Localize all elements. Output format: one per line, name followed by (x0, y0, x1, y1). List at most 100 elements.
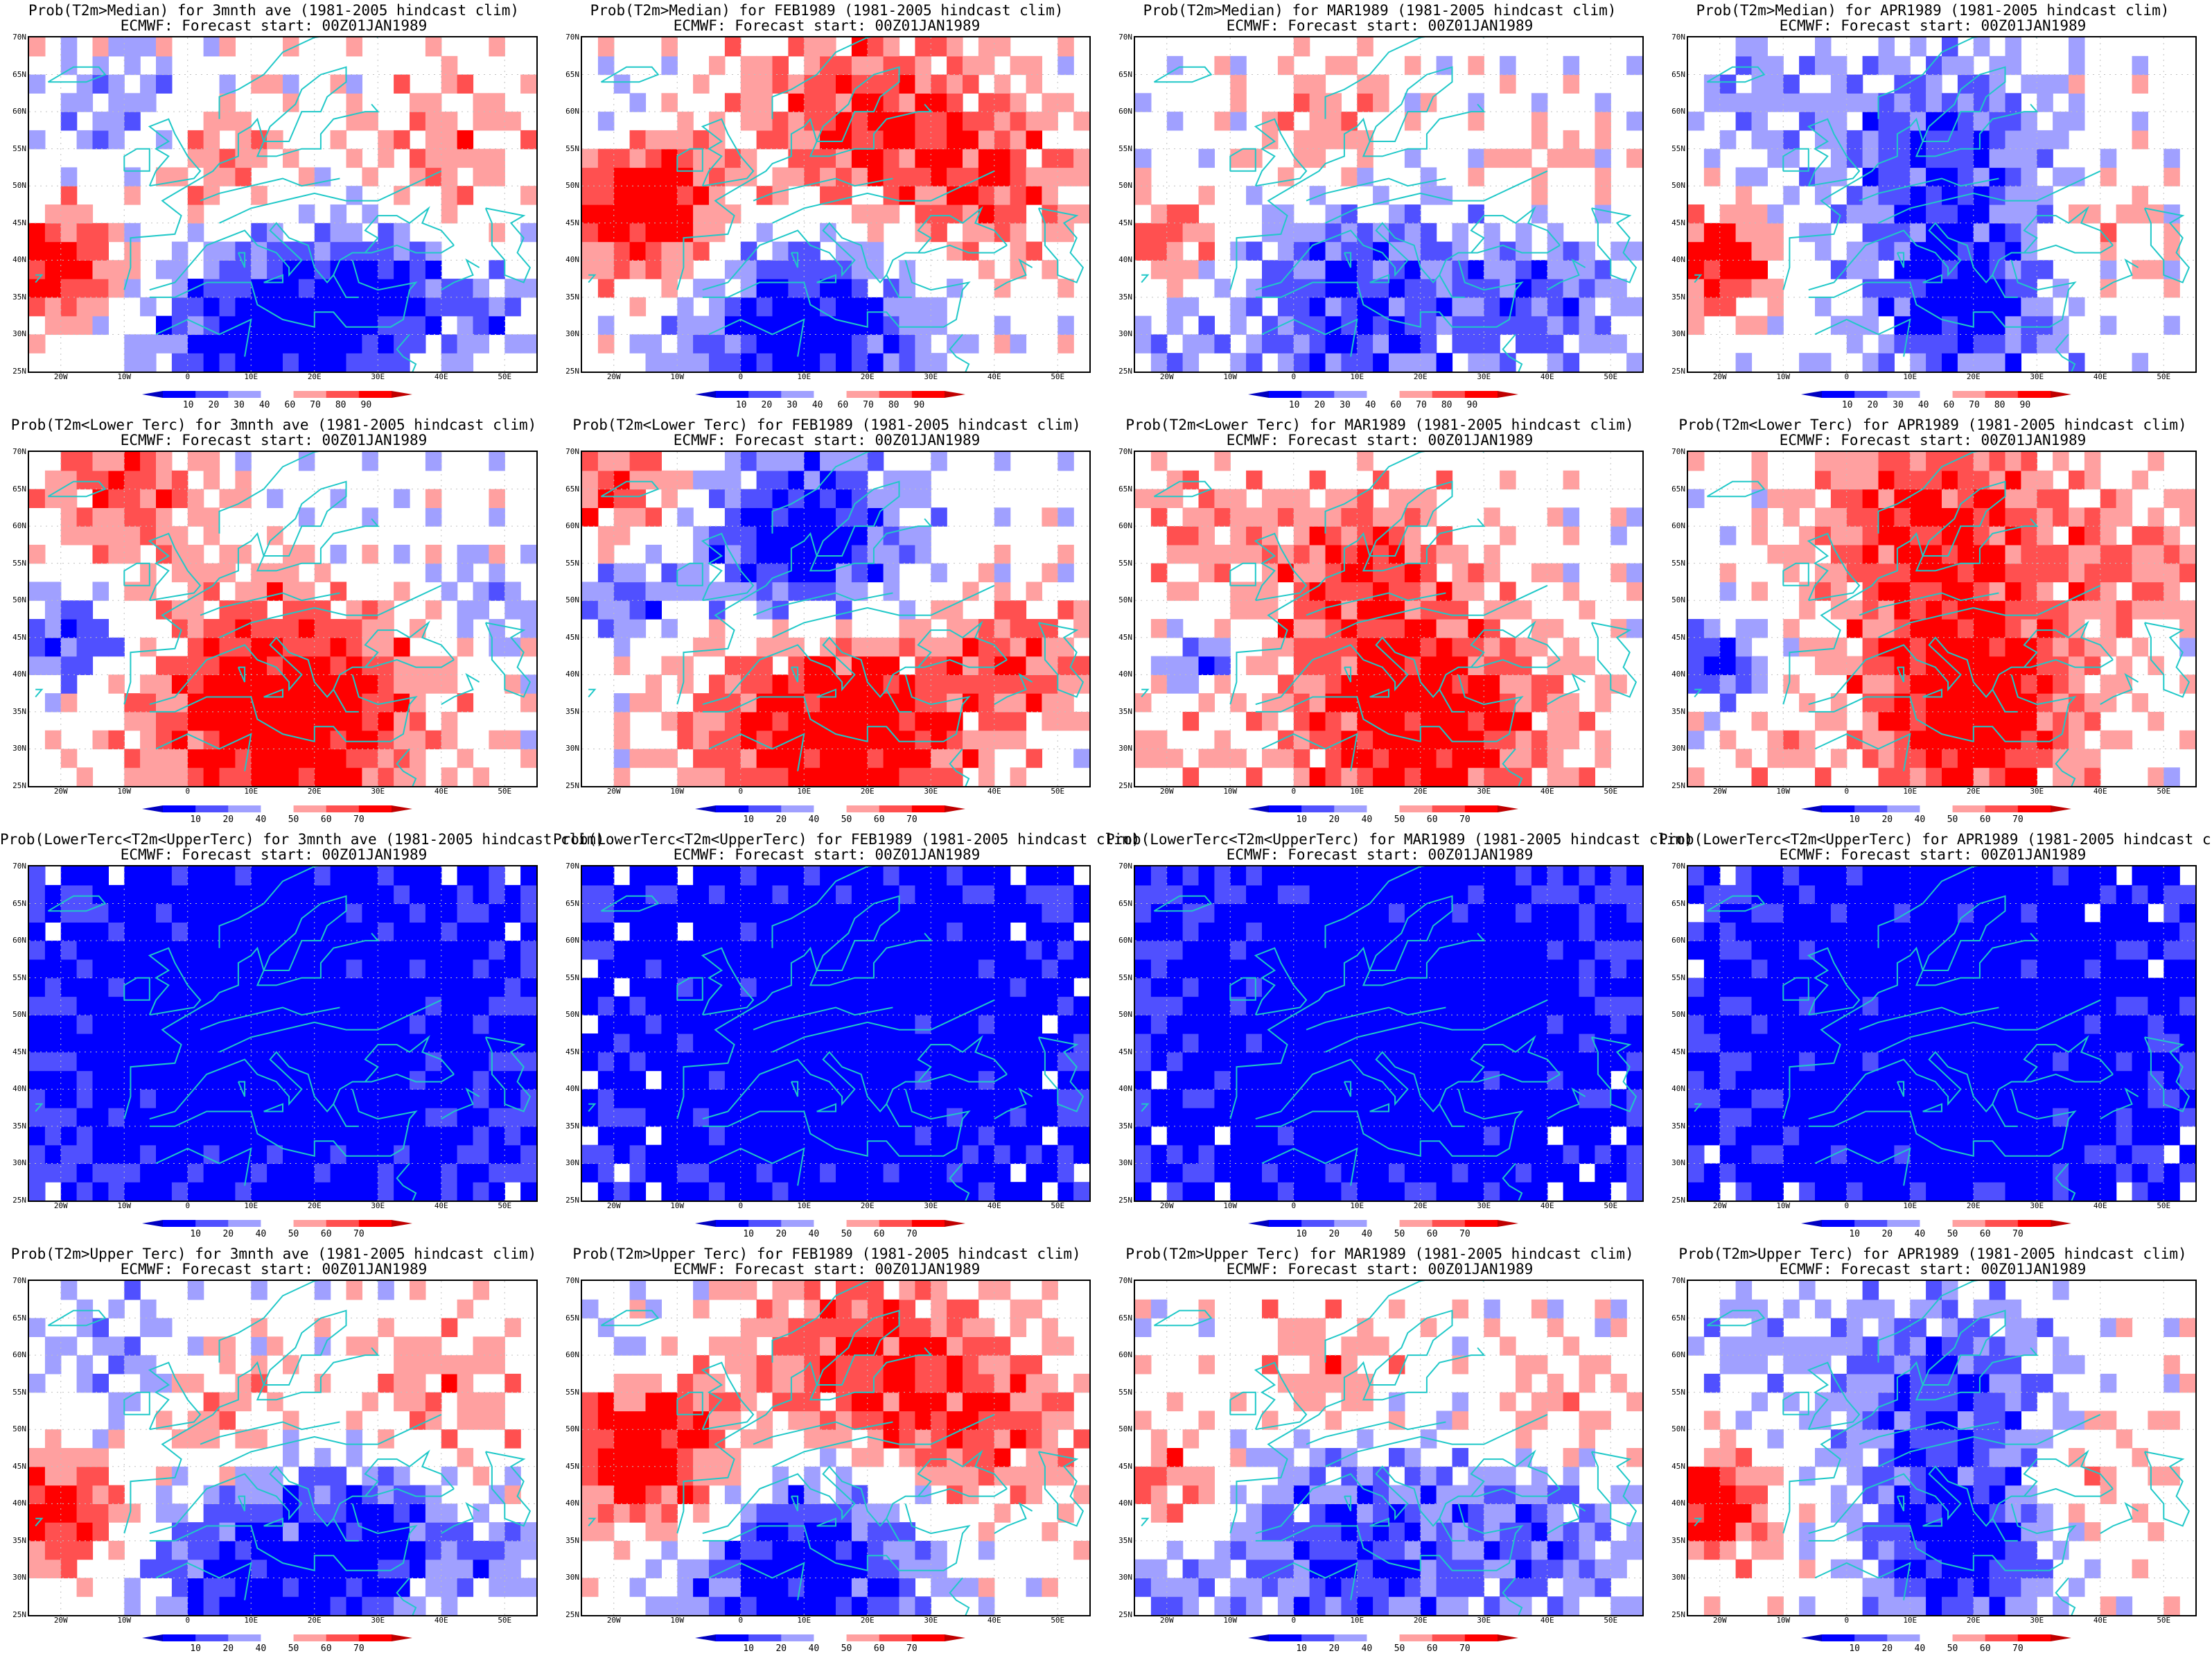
probability-field (1135, 866, 1642, 1201)
probability-field (29, 1281, 536, 1615)
x-tick-label: 20W (606, 1201, 621, 1210)
x-tick-label: 40E (987, 1616, 1001, 1625)
y-tick-label: 55N (1118, 1387, 1132, 1397)
x-tick-label: 50E (1051, 1201, 1065, 1210)
coastlines (35, 452, 532, 786)
panel-subtitle: ECMWF: Forecast start: 00Z01JAN1989 (1226, 432, 1534, 448)
colorbar-label: 70 (353, 1229, 365, 1239)
y-tick-label: 35N (1118, 1121, 1132, 1131)
colorbar-label: 60 (320, 1643, 332, 1654)
y-tick-label: 35N (1671, 292, 1685, 302)
panel-subtitle: ECMWF: Forecast start: 00Z01JAN1989 (1779, 1261, 2087, 1277)
probability-field (29, 866, 536, 1201)
map-area (1134, 1280, 1644, 1616)
colorbar-label: 40 (808, 814, 820, 825)
map-area (581, 451, 1091, 787)
y-tick-label: 25N (12, 1196, 26, 1205)
colorbar-label: 70 (1459, 1229, 1471, 1239)
y-tick-label: 50N (1118, 1424, 1132, 1434)
x-tick-label: 30E (924, 1201, 938, 1210)
y-tick-label: 40N (565, 670, 579, 679)
colorbar-label: 10 (743, 1229, 754, 1239)
x-tick-label: 0 (185, 372, 191, 381)
x-tick-label: 0 (738, 1616, 744, 1625)
x-tick-label: 50E (1051, 787, 1065, 796)
panel-subtitle: ECMWF: Forecast start: 00Z01JAN1989 (1226, 1261, 1534, 1277)
x-tick-label: 20E (307, 1616, 322, 1625)
y-tick-label: 55N (12, 1387, 26, 1397)
x-tick-label: 20E (860, 1201, 875, 1210)
probability-field (29, 452, 536, 786)
map-area (28, 1280, 538, 1616)
colorbar-label: 50 (1394, 1643, 1405, 1654)
panel-title: Prob(T2m>Median) for MAR1989 (1981-2005 … (1143, 2, 1617, 19)
y-tick-label: 50N (1671, 1010, 1685, 1020)
colorbar-label: 60 (1426, 1229, 1438, 1239)
graticule (1135, 866, 1642, 1201)
x-tick-label: 50E (498, 787, 512, 796)
colorbar-label: 80 (335, 400, 346, 410)
map-area (28, 451, 538, 787)
x-tick-label: 30E (371, 372, 385, 381)
x-tick-label: 10W (1776, 1616, 1791, 1625)
y-tick-label: 45N (565, 632, 579, 642)
x-tick-label: 40E (987, 787, 1001, 796)
x-tick-label: 10W (1776, 787, 1791, 796)
panel-subtitle: ECMWF: Forecast start: 00Z01JAN1989 (120, 1261, 428, 1277)
y-tick-label: 45N (1671, 1461, 1685, 1471)
colorbar-label: 40 (258, 400, 270, 410)
x-tick-label: 50E (498, 1201, 512, 1210)
colorbar-label: 80 (1441, 400, 1452, 410)
y-tick-label: 30N (1671, 1573, 1685, 1582)
y-tick-label: 40N (565, 1084, 579, 1094)
y-tick-label: 55N (1671, 1387, 1685, 1397)
x-tick-label: 20E (1966, 1616, 1981, 1625)
colorbar-label: 90 (2019, 400, 2031, 410)
y-tick-label: 70N (12, 33, 26, 42)
panel-title: Prob(T2m>Upper Terc) for 3mnth ave (1981… (10, 1246, 537, 1262)
y-tick-label: 60N (12, 1350, 26, 1360)
x-tick-label: 0 (1844, 372, 1850, 381)
colorbar-label: 10 (743, 1643, 754, 1654)
map-panel: Prob(T2m<Lower Terc) for FEB1989 (1981-2… (553, 414, 1100, 829)
x-tick-label: 10E (797, 372, 811, 381)
coastlines (588, 1281, 1085, 1615)
x-tick-label: 20W (1159, 1201, 1174, 1210)
colorbar-label: 40 (255, 1229, 267, 1239)
colorbar-label: 60 (284, 400, 296, 410)
shaded-contours (1135, 866, 1642, 1201)
colorbar: 10 20 40 50 60 70 (695, 1634, 965, 1655)
x-tick-label: 20W (606, 372, 621, 381)
panel-title: Prob(LowerTerc<T2m<UpperTerc) for FEB198… (553, 831, 1141, 848)
shaded-contours (1688, 866, 2195, 1201)
x-tick-label: 0 (1844, 1616, 1850, 1625)
y-tick-label: 40N (565, 255, 579, 265)
colorbar-label: 40 (1914, 814, 1926, 825)
x-tick-label: 0 (738, 1201, 744, 1210)
x-tick-label: 20W (1159, 1616, 1174, 1625)
y-tick-label: 55N (1118, 558, 1132, 568)
y-tick-label: 65N (565, 69, 579, 79)
x-tick-label: 10E (1903, 787, 1917, 796)
y-tick-label: 25N (1118, 1610, 1132, 1619)
x-tick-label: 10E (1350, 1201, 1364, 1210)
y-tick-label: 40N (12, 1084, 26, 1094)
y-tick-label: 70N (12, 862, 26, 871)
colorbar-label: 10 (1849, 814, 1860, 825)
x-tick-label: 40E (987, 372, 1001, 381)
coastlines (1141, 1281, 1638, 1615)
x-tick-label: 20E (1966, 372, 1981, 381)
y-tick-label: 70N (1118, 447, 1132, 456)
colorbar-label: 10 (190, 1643, 201, 1654)
x-tick-label: 50E (2157, 1616, 2171, 1625)
graticule (1135, 37, 1642, 372)
x-tick-label: 20W (606, 1616, 621, 1625)
colorbar-label: 50 (1947, 814, 1958, 825)
colorbar-label: 40 (808, 1229, 820, 1239)
shaded-contours (29, 866, 536, 1201)
y-tick-label: 60N (1118, 107, 1132, 116)
y-tick-label: 50N (565, 1010, 579, 1020)
x-tick-label: 30E (1477, 787, 1491, 796)
y-tick-label: 65N (1118, 898, 1132, 908)
colorbar-label: 20 (1881, 1229, 1893, 1239)
